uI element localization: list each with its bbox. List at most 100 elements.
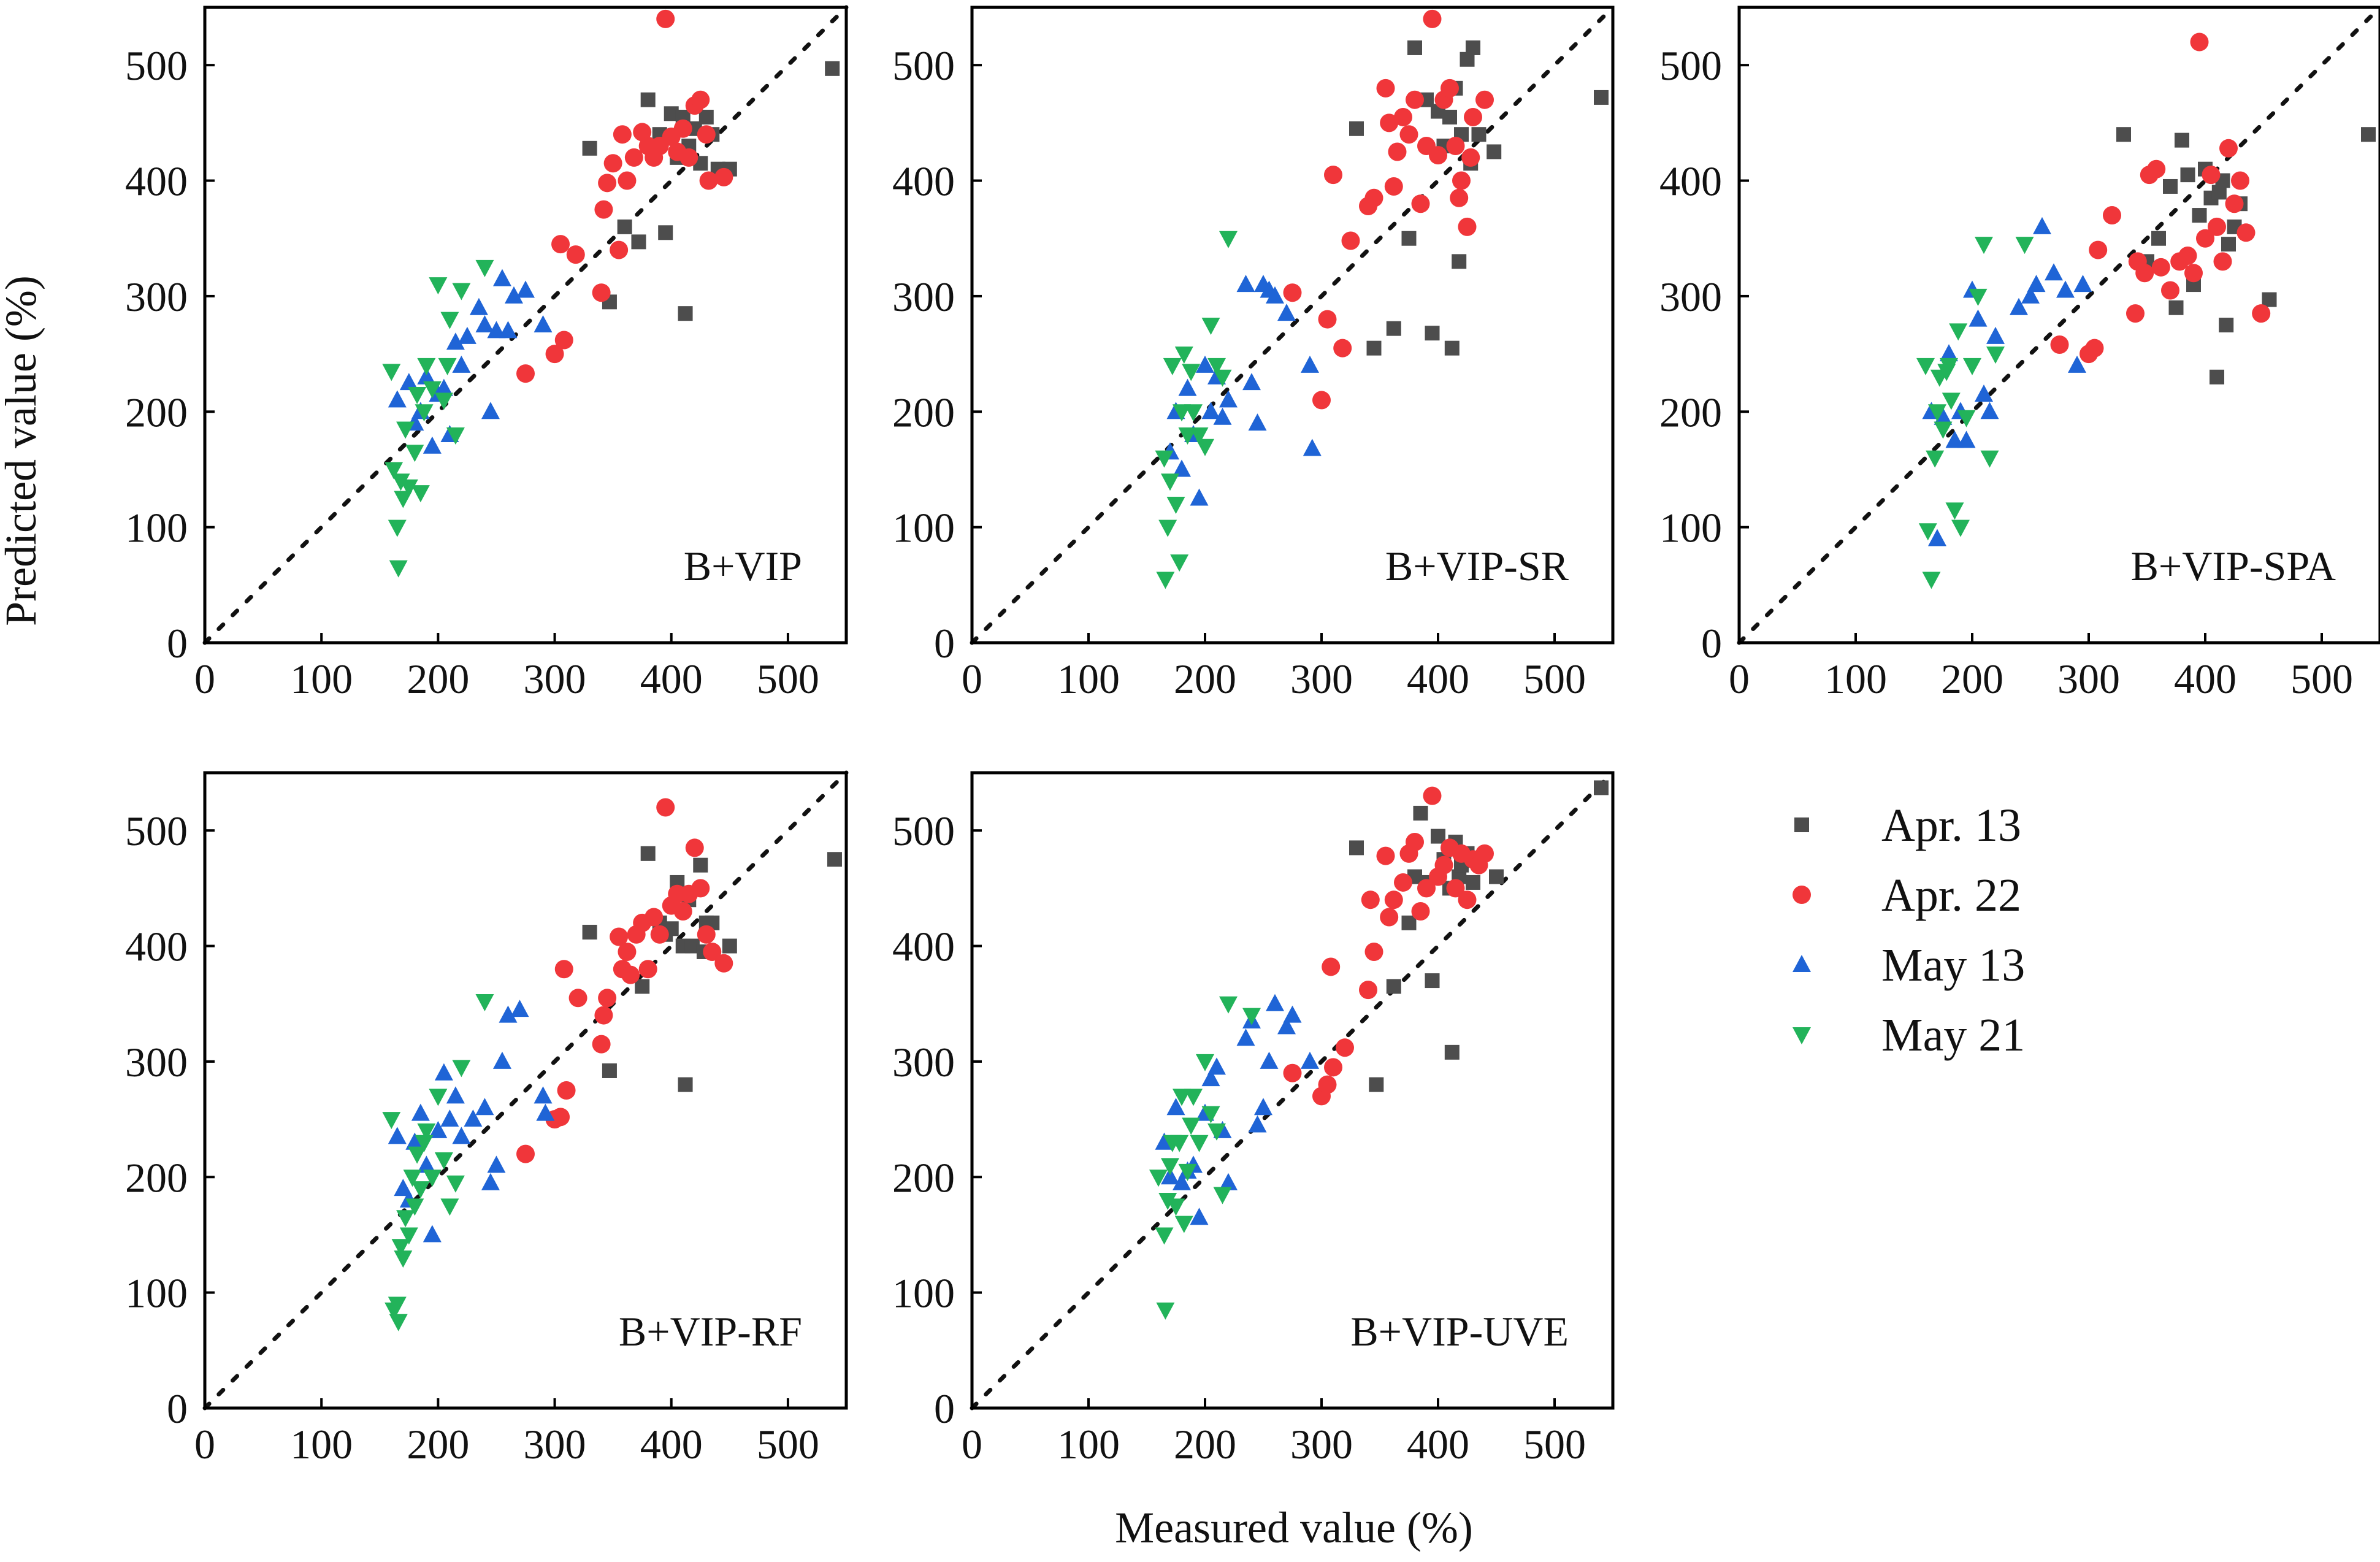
data-point-apr-13 [617,219,632,234]
data-point-apr-22 [1446,137,1465,156]
series-may-21 [382,259,494,578]
panels: 0 100 200 300 400 500 0 100 200 300 400 500 B+VIP 0 10… [125,5,2380,1468]
y-axis-title: Predicted value (%) [0,275,45,626]
y-tick-label: 200 [125,1154,188,1201]
data-point-may-21 [382,364,401,381]
data-point-may-13 [423,1225,442,1242]
y-tick-label: 400 [1659,158,1722,205]
data-point-may-13 [499,1005,518,1023]
data-point-apr-13 [1349,840,1364,856]
data-point-may-21 [1166,1198,1185,1216]
data-point-apr-22 [1336,1038,1354,1057]
data-point-apr-13 [1466,875,1480,890]
data-point-apr-13 [1489,869,1504,884]
data-point-apr-22 [1318,310,1337,329]
series-apr-22 [1283,9,1494,410]
data-point-apr-13 [1386,321,1401,336]
y-tick-label: 100 [1659,505,1722,551]
data-point-may-13 [1986,326,2005,344]
data-point-apr-22 [598,174,617,193]
data-point-may-21 [399,479,418,497]
legend-marker-apr-13 [1794,817,1809,832]
series-apr-13 [582,61,840,321]
x-tick-label: 200 [407,1421,469,1468]
data-point-apr-22 [1411,902,1430,921]
data-point-apr-22 [699,171,718,190]
panel-b-vip-sr: 0 100 200 300 400 500 0 100 200 300 400 500 B+VIP-SR [892,5,1615,702]
panel-b-vip-spa: 0 100 200 300 400 500 0 100 200 300 400 500 B+VIP-SP… [1659,5,2380,702]
data-point-may-21 [452,1060,471,1078]
data-point-may-13 [1254,1098,1272,1116]
panel-title: B+VIP [684,543,802,589]
data-point-apr-22 [545,345,564,364]
data-point-apr-22 [1446,879,1465,898]
data-point-may-21 [405,445,424,462]
data-point-may-21 [399,1227,418,1245]
y-tick-label: 0 [167,620,188,667]
data-point-apr-22 [1450,188,1469,207]
data-point-may-21 [417,358,436,375]
data-point-apr-22 [691,879,710,898]
data-point-may-13 [1207,1057,1226,1075]
data-point-apr-22 [1429,146,1447,165]
data-point-apr-13 [582,924,597,940]
data-point-may-21 [1957,410,1976,427]
data-point-may-21 [1149,1170,1168,1187]
data-point-may-13 [457,326,476,344]
y-tick-label: 300 [125,274,188,320]
data-point-apr-22 [1394,107,1412,126]
x-tick-label: 100 [1057,656,1120,702]
y-tick-label: 100 [125,1270,188,1317]
data-point-apr-22 [2196,229,2214,248]
y-tick-label: 300 [1659,274,1722,320]
data-point-may-21 [1928,404,1946,422]
data-point-may-21 [417,1123,436,1141]
data-point-may-13 [475,1098,494,1116]
data-point-apr-13 [1425,973,1440,989]
data-point-apr-13 [635,979,650,994]
data-point-apr-13 [1452,254,1467,269]
reference-line-1to1 [202,770,849,1411]
data-point-may-13 [440,1109,459,1127]
data-point-apr-22 [656,798,675,817]
data-point-apr-22 [2126,304,2145,323]
data-point-apr-22 [613,125,632,144]
data-point-apr-22 [1423,786,1442,805]
y-tick-label: 200 [1659,389,1722,435]
data-point-apr-22 [2237,223,2256,242]
data-point-may-13 [487,1155,506,1173]
data-point-apr-22 [554,960,573,979]
x-tick-label: 500 [757,656,819,702]
data-point-apr-22 [1458,890,1477,909]
data-point-apr-22 [618,171,637,190]
data-point-may-21 [1163,358,1182,375]
data-point-apr-13 [1431,829,1445,844]
data-point-may-13 [1957,431,1976,448]
x-tick-label: 300 [1290,656,1353,702]
data-point-apr-22 [598,989,617,1008]
data-point-apr-22 [633,123,652,142]
data-point-may-21 [429,277,448,295]
y-tick-label: 0 [1701,620,1722,667]
data-point-may-21 [1922,572,1941,589]
y-tick-label: 0 [167,1385,188,1432]
data-point-apr-22 [1417,879,1436,898]
y-tick-label: 500 [1659,42,1722,89]
legend-marker-may-13 [1793,955,1811,972]
y-tick-label: 100 [892,1270,955,1317]
data-point-may-21 [452,283,471,301]
data-point-may-21 [1242,1008,1261,1025]
reference-line-1to1 [970,5,1615,645]
y-tick-label: 500 [892,42,955,89]
data-point-apr-13 [1386,979,1401,994]
data-point-apr-13 [825,61,840,76]
data-point-may-21 [1155,450,1174,468]
data-point-apr-22 [650,925,669,944]
x-tick-label: 400 [640,1421,703,1468]
data-point-may-21 [1942,392,1961,410]
data-point-apr-13 [1366,340,1382,356]
data-point-may-21 [1940,358,1958,375]
data-point-apr-22 [1324,166,1342,185]
data-point-apr-22 [2161,281,2179,300]
data-point-may-21 [423,381,442,399]
